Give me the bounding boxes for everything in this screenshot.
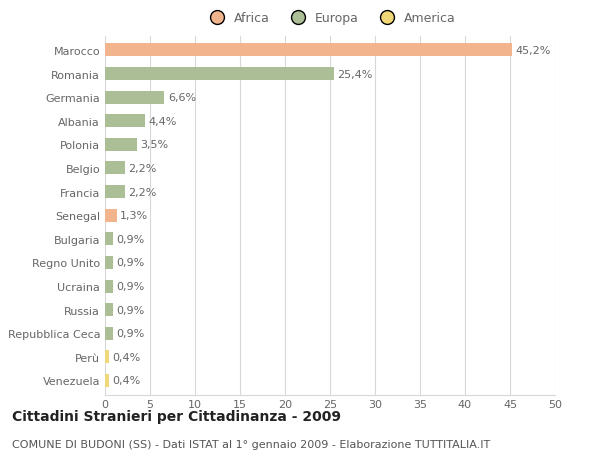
Bar bbox=[105, 139, 137, 151]
Text: 0,9%: 0,9% bbox=[116, 329, 145, 338]
Text: 2,2%: 2,2% bbox=[128, 163, 157, 174]
Bar bbox=[105, 68, 334, 81]
Text: 3,5%: 3,5% bbox=[140, 140, 168, 150]
Text: 0,9%: 0,9% bbox=[116, 305, 145, 315]
Legend: Africa, Europa, America: Africa, Europa, America bbox=[199, 7, 461, 30]
Bar bbox=[105, 115, 145, 128]
Bar bbox=[105, 257, 113, 269]
Text: Cittadini Stranieri per Cittadinanza - 2009: Cittadini Stranieri per Cittadinanza - 2… bbox=[12, 409, 341, 423]
Text: 2,2%: 2,2% bbox=[128, 187, 157, 197]
Text: 1,3%: 1,3% bbox=[120, 211, 148, 221]
Text: 0,9%: 0,9% bbox=[116, 234, 145, 244]
Bar bbox=[105, 186, 125, 199]
Bar bbox=[105, 327, 113, 340]
Bar bbox=[105, 233, 113, 246]
Bar bbox=[105, 280, 113, 293]
Text: 4,4%: 4,4% bbox=[148, 117, 176, 127]
Text: 0,9%: 0,9% bbox=[116, 258, 145, 268]
Text: 0,4%: 0,4% bbox=[112, 375, 140, 386]
Text: 45,2%: 45,2% bbox=[515, 46, 551, 56]
Bar bbox=[105, 303, 113, 316]
Text: 6,6%: 6,6% bbox=[168, 93, 196, 103]
Text: 0,4%: 0,4% bbox=[112, 352, 140, 362]
Bar bbox=[105, 351, 109, 364]
Text: 25,4%: 25,4% bbox=[337, 69, 373, 79]
Text: COMUNE DI BUDONI (SS) - Dati ISTAT al 1° gennaio 2009 - Elaborazione TUTTITALIA.: COMUNE DI BUDONI (SS) - Dati ISTAT al 1°… bbox=[12, 440, 490, 449]
Bar bbox=[105, 45, 512, 57]
Text: 0,9%: 0,9% bbox=[116, 281, 145, 291]
Bar bbox=[105, 162, 125, 175]
Bar bbox=[105, 91, 164, 105]
Bar bbox=[105, 374, 109, 387]
Bar bbox=[105, 209, 116, 222]
